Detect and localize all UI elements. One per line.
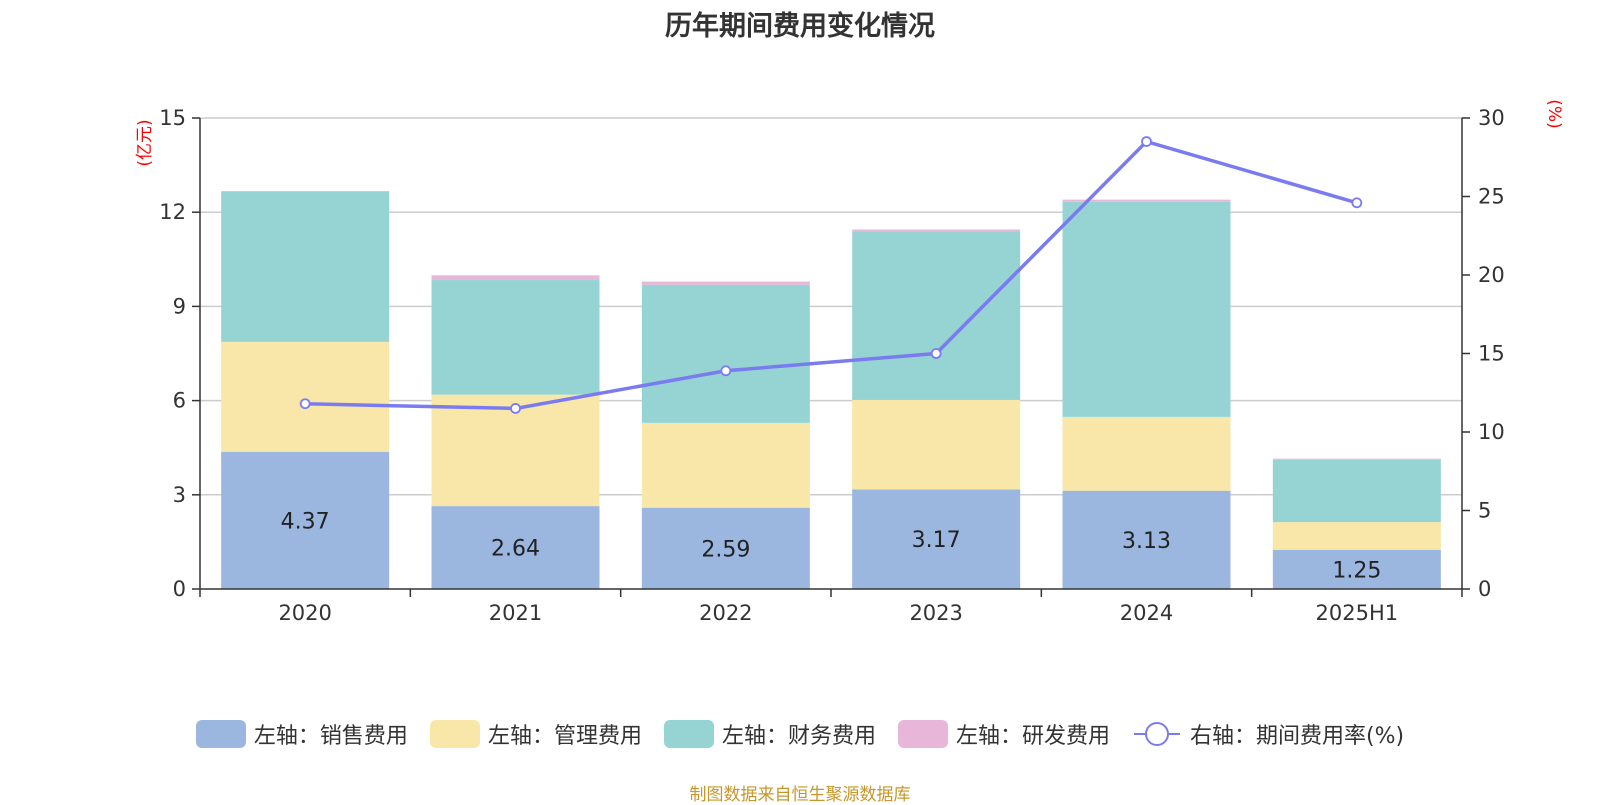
- bar-segment: [1272, 459, 1441, 523]
- bar-segment: [1062, 199, 1231, 202]
- rate-point: [510, 403, 521, 414]
- right-tick-label: 10: [1478, 420, 1505, 444]
- left-tick-label: 15: [159, 106, 186, 130]
- right-tick-label: 5: [1478, 499, 1491, 523]
- rate-point: [930, 348, 942, 359]
- legend: 左轴：销售费用 左轴：管理费用 左轴：财务费用 左轴：研发费用 右轴：期间费用率(%): [0, 718, 1600, 750]
- rate-point: [299, 398, 311, 410]
- bar-segment: [852, 231, 1021, 400]
- bar-segment: [1062, 416, 1231, 491]
- bar-data-label: 3.13: [1122, 529, 1171, 554]
- bar-segment: [1272, 458, 1441, 460]
- right-tick-label: 25: [1478, 185, 1505, 209]
- bar-segment: [431, 275, 600, 281]
- rate-line-layer: [299, 136, 1363, 414]
- bar-segment: [221, 341, 390, 452]
- x-tick-label: 2024: [1120, 601, 1173, 625]
- bar-data-label: 3.17: [912, 528, 961, 553]
- left-tick-label: 0: [173, 577, 186, 601]
- gridlines: [200, 117, 1462, 496]
- bar-segment: [641, 281, 810, 285]
- left-tick-label: 12: [159, 200, 186, 224]
- legend-item[interactable]: 左轴：研发费用: [897, 718, 1110, 750]
- legend-item[interactable]: 左轴：管理费用: [429, 718, 642, 750]
- legend-item[interactable]: 左轴：财务费用: [663, 718, 876, 750]
- bar-data-label: 4.37: [281, 509, 330, 534]
- legend-swatch: [663, 720, 714, 748]
- bar-segment: [852, 399, 1021, 490]
- right-tick-label: 30: [1478, 106, 1505, 130]
- right-tick-label: 15: [1478, 342, 1505, 366]
- bar-segment: [641, 284, 810, 423]
- bar-layer: [221, 191, 1441, 589]
- legend-label: 左轴：管理费用: [487, 724, 642, 749]
- legend-swatch: [429, 720, 480, 748]
- bar-data-label: 2.59: [701, 537, 750, 562]
- bar-segment: [852, 229, 1021, 232]
- bar-segment: [1062, 201, 1231, 417]
- rate-point: [720, 365, 732, 377]
- right-axis-unit: (%): [1544, 99, 1564, 128]
- bar-segment: [431, 506, 600, 589]
- rate-line: [305, 139, 1358, 411]
- bar-segment: [431, 280, 600, 395]
- bar-segment: [1062, 490, 1231, 589]
- legend-item[interactable]: 左轴：销售费用: [195, 718, 408, 750]
- legend-line-marker: [1133, 722, 1180, 746]
- data-labels: 4.37 2.64 2.59 3.17 3.13 1.25: [281, 509, 1382, 583]
- left-tick-label: 6: [173, 389, 186, 413]
- rate-point: [1351, 197, 1363, 209]
- legend-swatch: [897, 720, 948, 748]
- legend-swatch: [195, 720, 246, 748]
- legend-label: 左轴：研发费用: [955, 724, 1110, 749]
- legend-label: 左轴：销售费用: [253, 724, 408, 749]
- bar-data-label: 1.25: [1332, 558, 1381, 583]
- chart-title: 历年期间费用变化情况: [665, 11, 935, 42]
- source-note: 制图数据来自恒生聚源数据库: [689, 785, 911, 805]
- left-tick-label: 3: [173, 483, 186, 507]
- axes: 0 3 6 9 12 15 0 5 10 15 20 25 30 2020 2021 2022 2023 2024…: [135, 99, 1564, 625]
- bar-data-label: 2.64: [491, 537, 540, 562]
- bar-segment: [221, 451, 390, 589]
- bar-segment: [641, 422, 810, 508]
- legend-item[interactable]: 右轴：期间费用率(%): [1132, 718, 1404, 750]
- x-tick-label: 2023: [909, 601, 962, 625]
- bar-segment: [221, 191, 390, 342]
- right-tick-label: 20: [1478, 263, 1505, 287]
- bar-segment: [641, 507, 810, 589]
- bar-segment: [1272, 522, 1441, 550]
- left-axis-unit: (亿元): [135, 119, 155, 166]
- x-tick-label: 2020: [278, 601, 331, 625]
- legend-label: 左轴：财务费用: [721, 724, 876, 749]
- x-tick-label: 2021: [489, 601, 542, 625]
- left-tick-label: 9: [173, 294, 186, 318]
- right-tick-label: 0: [1478, 577, 1491, 601]
- bar-segment: [1272, 549, 1441, 589]
- legend-label: 右轴：期间费用率(%): [1189, 724, 1405, 749]
- bar-segment: [852, 489, 1021, 589]
- x-tick-label: 2025H1: [1316, 601, 1399, 625]
- x-tick-label: 2022: [699, 601, 752, 625]
- rate-point: [1141, 136, 1152, 147]
